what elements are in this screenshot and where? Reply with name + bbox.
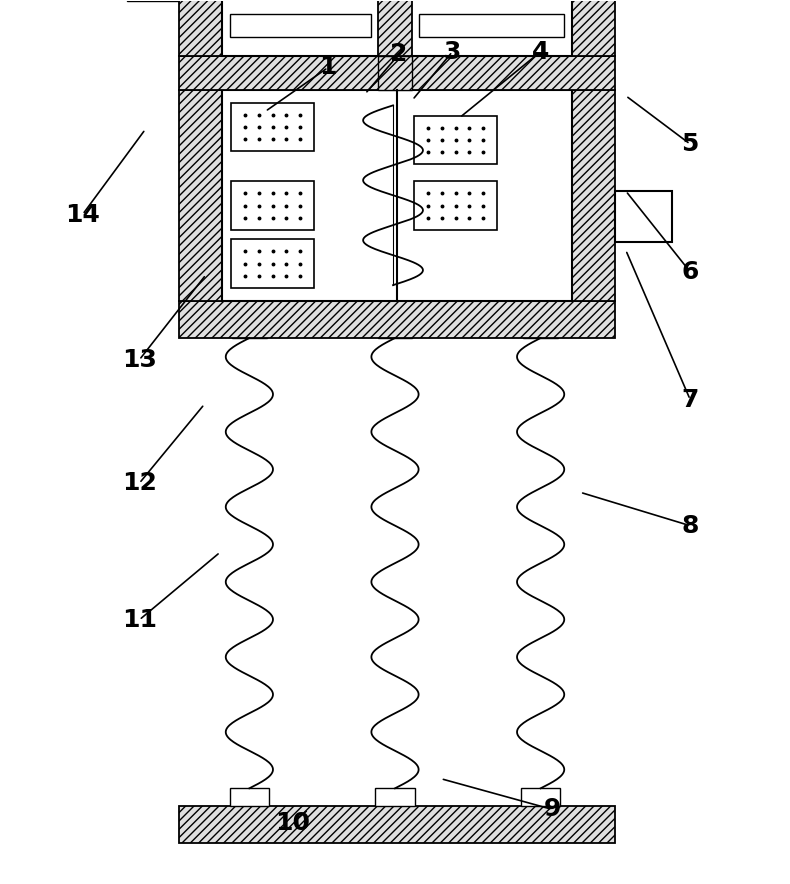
Bar bbox=[615, 191, 672, 242]
Bar bbox=[231, 240, 314, 288]
Text: 9: 9 bbox=[544, 797, 561, 821]
Bar bbox=[179, 56, 615, 89]
Bar bbox=[231, 103, 314, 151]
Text: 7: 7 bbox=[682, 388, 699, 412]
Bar bbox=[222, 0, 572, 56]
Bar bbox=[572, 89, 615, 301]
Text: 8: 8 bbox=[682, 514, 699, 537]
Bar bbox=[419, 14, 564, 36]
Text: 2: 2 bbox=[390, 42, 408, 66]
Text: 10: 10 bbox=[275, 811, 310, 834]
Text: 6: 6 bbox=[682, 260, 699, 284]
Bar bbox=[414, 181, 497, 230]
Text: 13: 13 bbox=[122, 348, 156, 372]
Text: 12: 12 bbox=[122, 471, 156, 495]
Bar bbox=[179, 301, 615, 338]
Text: 1: 1 bbox=[319, 56, 337, 80]
Bar bbox=[378, 0, 412, 56]
Bar bbox=[232, 322, 267, 338]
Bar bbox=[382, 304, 408, 322]
Text: 5: 5 bbox=[682, 132, 699, 156]
Bar bbox=[375, 789, 415, 806]
Text: 3: 3 bbox=[444, 40, 461, 64]
Bar bbox=[378, 322, 412, 338]
Bar bbox=[230, 789, 269, 806]
Bar bbox=[378, 56, 412, 89]
Text: 14: 14 bbox=[65, 202, 100, 226]
Bar bbox=[179, 89, 222, 301]
Bar bbox=[179, 0, 222, 56]
Bar bbox=[222, 89, 572, 301]
Text: 4: 4 bbox=[532, 40, 549, 64]
Bar bbox=[414, 116, 497, 164]
Bar bbox=[127, 0, 179, 2]
Text: 11: 11 bbox=[122, 608, 156, 632]
Bar bbox=[523, 322, 558, 338]
Bar bbox=[179, 806, 615, 843]
Bar bbox=[231, 181, 314, 230]
Bar bbox=[572, 0, 615, 56]
Bar bbox=[230, 14, 371, 36]
Bar bbox=[521, 789, 560, 806]
